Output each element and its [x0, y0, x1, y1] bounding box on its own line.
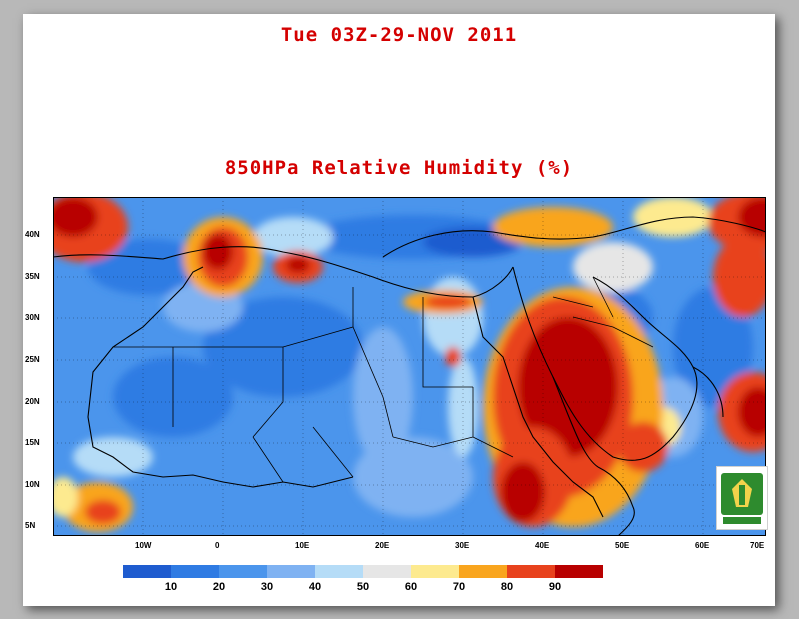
country-borders: [113, 276, 654, 483]
colorbar-swatch: [171, 565, 219, 578]
lon-tick-label: 30E: [455, 541, 470, 550]
colorbar-swatch: [459, 565, 507, 578]
colorbar-label: 90: [548, 581, 562, 593]
humidity-field: [53, 197, 766, 532]
colorbar-swatch: [123, 565, 171, 578]
colorbar: [123, 565, 603, 578]
colorbar-swatch: [315, 565, 363, 578]
colorbar-swatch: [363, 565, 411, 578]
colorbar-label: 10: [164, 581, 178, 593]
colorbar-label: 60: [404, 581, 418, 593]
lon-tick-label: 10W: [135, 541, 152, 550]
lon-tick-label: 0: [215, 541, 220, 550]
grid-lines: [53, 197, 766, 536]
colorbar-label: 20: [212, 581, 226, 593]
lon-tick-label: 20E: [375, 541, 390, 550]
colorbar-label: 50: [356, 581, 370, 593]
colorbar-swatch: [219, 565, 267, 578]
lat-tick-label: 5N: [25, 521, 36, 530]
lat-tick-label: 40N: [25, 230, 40, 239]
colorbar-swatch: [267, 565, 315, 578]
map-svg: [53, 197, 766, 536]
lon-tick-label: 50E: [615, 541, 630, 550]
lat-tick-label: 30N: [25, 313, 40, 322]
map-border: [53, 197, 766, 536]
humidity-map: [53, 197, 766, 536]
lat-tick-label: 25N: [25, 355, 40, 364]
university-emblem-icon: [716, 466, 768, 530]
colorbar-swatch: [411, 565, 459, 578]
lat-tick-label: 20N: [25, 397, 40, 406]
lon-tick-label: 60E: [695, 541, 710, 550]
lon-tick-label: 70E: [750, 541, 765, 550]
coastlines: [53, 216, 766, 536]
colorbar-swatch: [507, 565, 555, 578]
chart-title: 850HPa Relative Humidity (%): [224, 157, 574, 179]
date-label: Tue 03Z-29-NOV 2011: [280, 24, 518, 46]
colorbar-label: 30: [260, 581, 274, 593]
colorbar-swatch: [555, 565, 603, 578]
colorbar-label: 70: [452, 581, 466, 593]
colorbar-label: 40: [308, 581, 322, 593]
lat-tick-label: 10N: [25, 480, 40, 489]
chart-frame: Tue 03Z-29-NOV 2011 850HPa Relative Humi…: [23, 14, 775, 606]
lat-tick-label: 15N: [25, 438, 40, 447]
lat-tick-label: 35N: [25, 272, 40, 281]
lon-tick-label: 40E: [535, 541, 550, 550]
colorbar-label: 80: [500, 581, 514, 593]
lon-tick-label: 10E: [295, 541, 310, 550]
